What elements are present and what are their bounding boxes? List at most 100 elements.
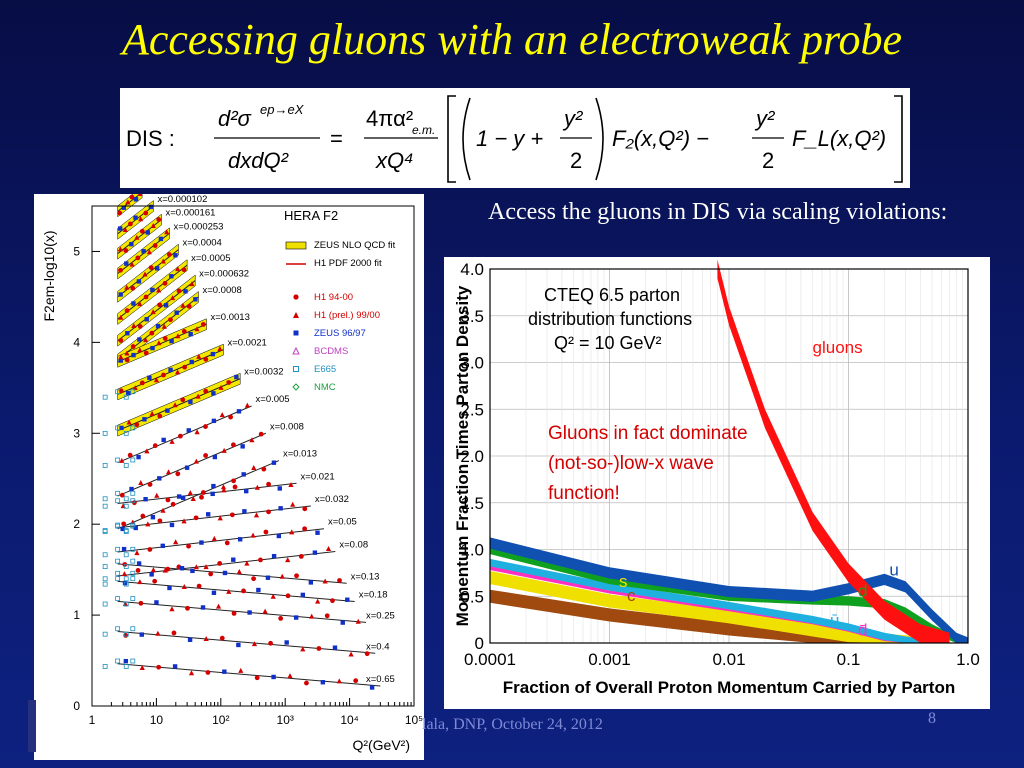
cteq-band-gluons — [717, 259, 950, 643]
f2-point-h1 — [118, 338, 124, 343]
f2-point-h1-prel — [309, 613, 315, 619]
f2-point-e665 — [115, 490, 121, 496]
f2-point-zeus — [210, 491, 215, 497]
f2-point-h1-prel — [125, 199, 131, 205]
f2-point-zeus — [172, 664, 178, 669]
f2-point-e665 — [102, 576, 108, 582]
f2-x-tick-label: 10⁴ — [340, 713, 359, 727]
f2-point-h1 — [137, 324, 143, 329]
f2-point-h1-prel — [194, 326, 200, 332]
f2-point-h1 — [186, 303, 192, 309]
f2-point-zeus — [158, 236, 164, 242]
f2-bin-label: x=0.0021 — [227, 338, 266, 349]
f2-point-zeus — [180, 495, 186, 501]
f2-point-h1 — [278, 616, 284, 621]
cteq-x-tick-label: 0.001 — [588, 650, 631, 669]
f2-point-e665 — [123, 528, 129, 533]
f2-bin-label: x=0.25 — [366, 610, 395, 621]
cteq-y-tick-label: 4.0 — [460, 260, 484, 279]
f2-bin-label: x=0.0004 — [182, 238, 221, 249]
footer-decoration — [28, 700, 36, 752]
f2-point-h1 — [148, 265, 154, 271]
f2-point-zeus — [332, 645, 338, 650]
f2-x-tick-label: 10² — [212, 713, 229, 727]
f2-point-h1-prel — [150, 223, 156, 229]
f2-point-zeus — [144, 317, 149, 322]
cteq-pdf-chart: 0 0.5 1.0 1.5 2.0 2.5 3.0 3.5 4.0 0.0001 0.001 0.01… — [453, 259, 980, 697]
cteq-x-axis-label: Fraction of Overall Proton Momentum Carr… — [503, 678, 955, 697]
f2-point-h1 — [170, 501, 176, 507]
f2-point-zeus — [137, 337, 142, 342]
f2-point-zeus — [244, 488, 249, 494]
f2-point-zeus — [184, 465, 190, 470]
f2-point-zeus — [265, 575, 271, 580]
f2-point-h1 — [324, 613, 330, 619]
f2-point-h1 — [156, 664, 162, 670]
f2-point-e665 — [130, 498, 136, 504]
cteq-x-tick-label: 1.0 — [956, 650, 980, 669]
f2-point-h1-prel — [143, 337, 149, 343]
f2-point-h1 — [199, 494, 204, 500]
formula-process: ep→eX — [260, 102, 305, 117]
cteq-parton-bands — [490, 259, 968, 643]
f2-point-h1-prel — [300, 646, 306, 652]
f2-point-h1-prel — [139, 665, 145, 671]
f2-legend-band-swatch — [285, 241, 307, 250]
f2-point-e665 — [102, 503, 108, 509]
f2-bin-label: x=0.0005 — [191, 253, 230, 264]
f2-point-h1-prel — [250, 532, 256, 538]
f2-point-h1 — [157, 518, 163, 524]
f2-point-zeus — [154, 600, 159, 605]
f2-point-e665 — [123, 631, 129, 637]
f2-point-h1 — [266, 481, 271, 487]
f2-point-zeus — [271, 674, 276, 680]
f2-point-zeus — [131, 301, 136, 306]
f2-legend-label: ZEUS 96/97 — [314, 328, 366, 339]
f2-point-h1-prel — [285, 557, 291, 563]
f2-point-zeus — [190, 568, 195, 574]
f2-legend-open-diamond — [292, 383, 300, 391]
f2-point-zeus — [212, 454, 218, 460]
f2-point-e665 — [123, 496, 129, 502]
f2-point-h1-prel — [218, 384, 224, 390]
f2-point-e665 — [115, 596, 121, 601]
cteq-axes: 0 0.5 1.0 1.5 2.0 2.5 3.0 3.5 4.0 0.0001 0.001 0.01… — [453, 260, 980, 697]
f2-point-h1-prel — [138, 216, 144, 222]
f2-point-e665 — [115, 546, 121, 552]
f2-point-h1-prel — [211, 535, 217, 541]
f2-point-h1-prel — [279, 573, 285, 579]
formula-dis-label: DIS : — [126, 126, 175, 151]
f2-bin-label: x=0.000632 — [199, 269, 249, 280]
f2-point-h1-prel — [290, 501, 296, 507]
f2-point-zeus — [271, 553, 277, 559]
f2-point-h1 — [130, 344, 136, 349]
f2-point-h1 — [203, 424, 208, 429]
f2-point-zeus — [118, 292, 123, 297]
f2-point-zeus — [211, 483, 216, 489]
f2-point-h1 — [156, 217, 162, 222]
f2-point-h1-prel — [160, 258, 166, 264]
cteq-band-s — [490, 571, 921, 643]
f2-point-h1 — [140, 513, 146, 519]
f2-point-zeus — [236, 642, 241, 648]
f2-point-h1 — [149, 330, 155, 336]
f2-point-h1-prel — [262, 608, 268, 614]
f2-point-h1-prel — [132, 385, 138, 391]
cteq-series-label: d̄ — [858, 621, 867, 640]
f2-point-e665 — [115, 389, 121, 395]
formula-dxdq2: dxdQ² — [228, 148, 289, 173]
f2-fit-line — [117, 630, 376, 654]
f2-point-h1 — [130, 285, 136, 291]
f2-point-e665 — [115, 570, 121, 576]
body-text: Access the gluons in DIS via scaling vio… — [488, 199, 948, 225]
f2-point-e665 — [130, 570, 136, 576]
f2-point-h1-prel — [181, 518, 187, 524]
f2-point-h1 — [152, 578, 158, 584]
f2-point-h1-prel — [169, 438, 175, 444]
f2-point-h1 — [143, 294, 149, 300]
f2-point-h1 — [196, 583, 202, 589]
f2-point-zeus — [188, 331, 193, 337]
f2-point-h1-prel — [138, 479, 144, 485]
cteq-y-tick-label: 1.0 — [460, 541, 484, 560]
f2-fit-line — [117, 280, 196, 342]
